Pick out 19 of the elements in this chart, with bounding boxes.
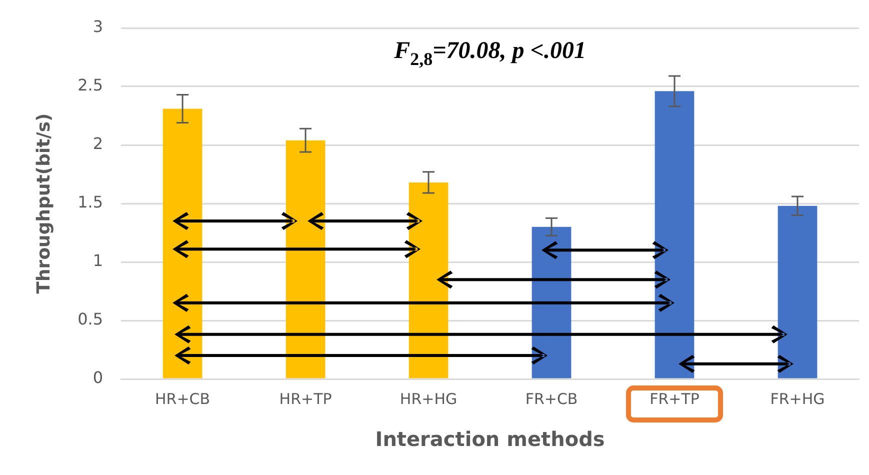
- x-tick-label: FR+HG: [770, 390, 825, 408]
- x-tick-label: FR+TP: [650, 390, 700, 408]
- y-tick-label: 1: [92, 251, 104, 270]
- y-axis-title: Throughput(bit/s): [33, 113, 54, 294]
- y-tick-label: 0: [92, 368, 104, 388]
- bar: [654, 91, 694, 378]
- x-tick-label: HR+HG: [400, 390, 458, 408]
- y-tick-label: 0.5: [78, 310, 104, 329]
- y-tick-label: 1.5: [78, 192, 104, 212]
- y-tick-label: 2.5: [78, 76, 104, 95]
- x-tick-label: HR+TP: [279, 390, 332, 408]
- bar: [408, 182, 448, 378]
- bar: [162, 108, 202, 378]
- y-tick-label: 3: [92, 17, 104, 36]
- x-axis-title: Interaction methods: [375, 427, 605, 452]
- bar: [778, 206, 818, 378]
- x-tick-label: FR+CB: [525, 390, 578, 408]
- x-tick-label: HR+CB: [155, 390, 210, 408]
- y-tick-label: 2: [92, 134, 104, 154]
